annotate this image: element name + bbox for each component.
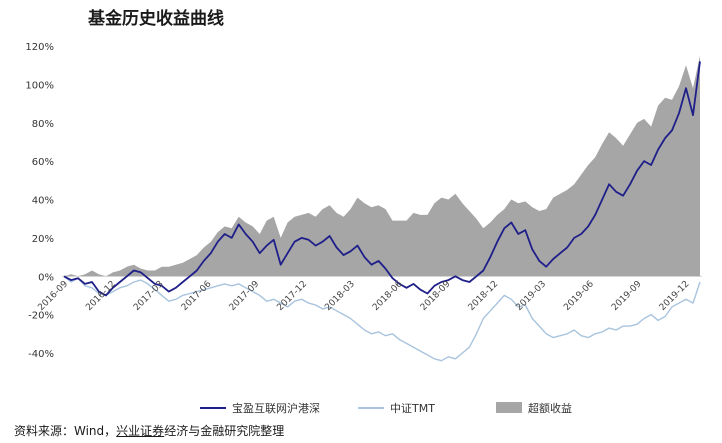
x-tick-label: 2018-06 <box>371 279 405 313</box>
index-series-line <box>63 275 701 362</box>
legend: 宝盈互联网沪港深 中证TMT 超额收益 <box>200 401 572 415</box>
legend-excess-swatch <box>496 402 522 413</box>
x-tick-label: 2017-06 <box>180 279 214 313</box>
excess-return-area-layer <box>64 55 700 277</box>
x-tick-label: 2019-03 <box>514 279 548 313</box>
y-tick-label: 120% <box>25 42 54 53</box>
x-tick-label: 2019-09 <box>610 279 644 313</box>
x-tick-label: 2019-06 <box>562 279 596 313</box>
legend-index-label: 中证TMT <box>390 402 435 415</box>
legend-excess-label: 超额收益 <box>528 401 572 415</box>
y-tick-label: -40% <box>28 349 54 360</box>
series-lines-layer <box>63 61 701 362</box>
x-tick-label: 2018-03 <box>323 279 357 313</box>
source-org-link[interactable]: 兴业证券 <box>116 424 165 438</box>
x-tick-label: 2017-09 <box>228 279 262 313</box>
source-note: 资料来源：Wind，兴业证券经济与金融研究院整理 <box>14 422 284 439</box>
excess-return-area <box>64 55 700 277</box>
x-tick-label: 2016-12 <box>84 279 118 313</box>
y-axis: 120% 100% 80% 60% 40% 20% 0% -20% -40% <box>25 42 54 360</box>
x-tick-label: 2016-09 <box>36 279 70 313</box>
fund-series-line <box>63 61 701 297</box>
y-tick-label: -20% <box>28 311 54 322</box>
y-tick-label: 60% <box>32 157 54 168</box>
legend-fund-label: 宝盈互联网沪港深 <box>232 401 320 415</box>
y-tick-label: 0% <box>38 272 54 283</box>
y-tick-label: 80% <box>32 119 54 130</box>
chart-area: 120% 100% 80% 60% 40% 20% 0% -20% -40% 2016-09 20… <box>25 42 702 415</box>
x-tick-label: 2018-12 <box>467 279 501 313</box>
source-suffix: 经济与金融研究院整理 <box>164 424 285 438</box>
y-tick-label: 20% <box>32 234 54 245</box>
source-prefix: 资料来源：Wind， <box>14 424 117 438</box>
x-axis: 2016-09 2016-12 2017-03 2017-06 2017-09 2017-… <box>36 279 691 313</box>
y-tick-label: 100% <box>25 80 54 91</box>
y-tick-label: 40% <box>32 196 54 207</box>
chart-title: 基金历史收益曲线 <box>88 9 224 29</box>
x-tick-label: 2019-12 <box>658 279 692 313</box>
x-tick-label: 2017-12 <box>275 279 309 313</box>
